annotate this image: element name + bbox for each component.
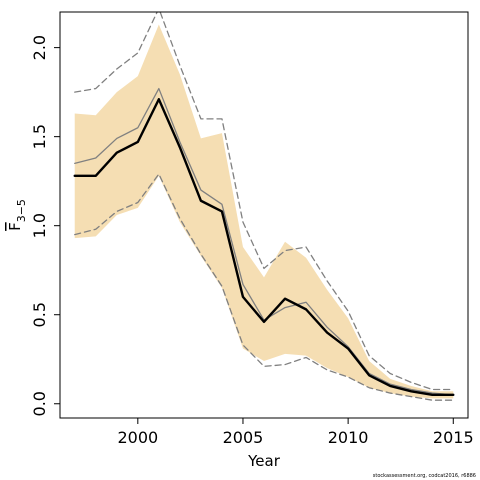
- series-line-estimate: [73, 98, 455, 397]
- y-axis-title: F3−5: [6, 199, 28, 231]
- plot-frame: [59, 11, 469, 419]
- y-axis-title-subscript: 3−5: [15, 199, 28, 222]
- y-tick-label: 0.0: [30, 391, 49, 416]
- series-line-previous-upper-bound: [74, 12, 454, 391]
- confidence-band: [74, 24, 454, 399]
- plot-area: [73, 12, 455, 401]
- y-axis-title-main: F: [6, 222, 24, 231]
- footer-credit: stockassessment.org, codcat2016, r6886: [372, 473, 476, 479]
- x-tick-label: 2000: [117, 428, 158, 447]
- x-tick-label: 2015: [433, 428, 474, 447]
- x-tick-label: 2005: [223, 428, 264, 447]
- y-tick-label: 0.5: [30, 302, 49, 327]
- y-tick-label: 1.5: [30, 124, 49, 149]
- axes: 2000 2005 2010 2015 0.0 0.5 1.0 1.5 2.0: [30, 35, 474, 447]
- series-line-previous-lower-bound: [74, 173, 454, 401]
- y-tick-label: 1.0: [30, 213, 49, 238]
- x-tick-label: 2010: [328, 428, 369, 447]
- x-axis-title: Year: [247, 452, 281, 470]
- y-tick-label: 2.0: [30, 35, 49, 60]
- svg-text:F3−5: F3−5: [6, 199, 28, 231]
